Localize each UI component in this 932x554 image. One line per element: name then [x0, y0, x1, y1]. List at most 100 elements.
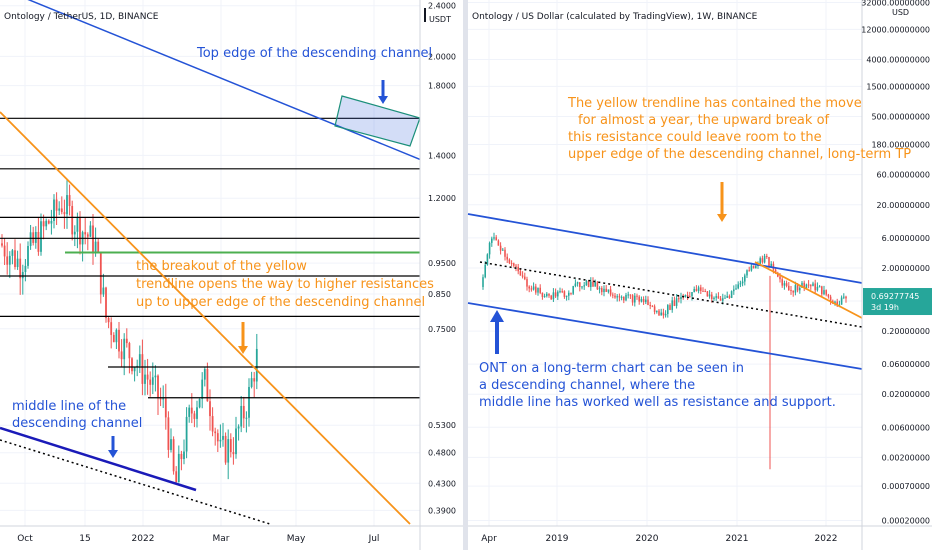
right-candle-body	[528, 286, 530, 289]
left-candle-body	[3, 245, 6, 257]
left-scale-marker	[424, 8, 426, 22]
right-y-tick-14: 0.00600000	[882, 423, 930, 432]
right-candle-body	[669, 305, 671, 310]
right-candle-body	[579, 282, 581, 287]
left-candle-body	[118, 329, 120, 352]
left-candle-body	[71, 206, 74, 235]
right-candle-body	[623, 296, 625, 301]
left-candle-body	[151, 377, 154, 385]
right-candle-body	[554, 292, 557, 297]
right-candle-body	[814, 283, 816, 291]
left-candle-body	[172, 439, 175, 472]
left-candle-body	[16, 258, 19, 268]
left-candle-body	[66, 195, 68, 215]
right-candle-body	[592, 281, 594, 287]
left-candle-body	[123, 338, 126, 360]
left-y-tick-6: 0.850	[428, 290, 451, 299]
right-candle-body	[825, 290, 827, 295]
right-candle-body	[614, 295, 616, 298]
left-arrow-middle-head	[108, 450, 118, 458]
right-candle-body	[541, 292, 544, 297]
left-candle-body	[53, 199, 55, 221]
right-y-tick-6: 60.00000000	[877, 171, 930, 180]
right-candle-body	[629, 294, 632, 296]
left-candle-body	[120, 351, 123, 360]
right-candle-body	[572, 286, 574, 294]
left-candle-body	[144, 374, 146, 384]
left-x-tick-3: Mar	[213, 534, 230, 544]
right-candle-body	[587, 281, 590, 288]
right-candle-body	[649, 305, 651, 307]
right-candle-body	[634, 295, 636, 303]
left-x-tick-1: 15	[79, 534, 90, 544]
right-candle-body	[719, 298, 722, 301]
right-candle-body	[796, 285, 799, 291]
right-candle-body	[706, 291, 709, 297]
left-trendlines	[0, 0, 421, 525]
right-y-tick-15: 0.00200000	[882, 453, 930, 462]
right-y-tick-8: 6.00000000	[882, 234, 930, 243]
right-candle-body	[638, 296, 640, 302]
right-y-tick-1: 12000.00000000	[861, 25, 930, 34]
right-y-tick-0: 32000.00000000	[861, 0, 930, 7]
left-arrow-top-edge-head	[378, 96, 388, 104]
left-candle-body	[227, 439, 230, 463]
right-candle-body	[827, 294, 830, 297]
right-candle-body	[801, 282, 803, 288]
left-candle-body	[115, 329, 118, 343]
right-candle-body	[660, 312, 662, 316]
right-candle-body	[581, 286, 583, 288]
left-y-tick-1: 2.0000	[428, 52, 456, 61]
left-candle-body	[206, 369, 209, 402]
left-candle-body	[131, 358, 133, 372]
right-y-tick-9: 2.00000000	[882, 264, 930, 273]
left-candle-body	[21, 271, 24, 279]
right-candle-body	[552, 292, 555, 300]
right-currency-label: USD	[892, 8, 909, 17]
right-candle-body	[836, 301, 838, 305]
left-candle-body	[209, 401, 211, 417]
left-x-tick-4: May	[287, 534, 306, 544]
left-candle-body	[167, 417, 170, 450]
left-candle-body	[128, 343, 131, 359]
left-candle-body	[94, 241, 97, 253]
right-candle-body	[642, 299, 645, 303]
left-candle-body	[250, 378, 253, 387]
right-candle-body	[636, 295, 638, 297]
left-candle-body	[183, 451, 185, 460]
left-candle-body	[102, 287, 105, 295]
left-y-tick-11: 0.3900	[428, 506, 456, 515]
right-y-tick-5: 180.00000000	[871, 141, 930, 150]
right-candle-body	[491, 238, 493, 243]
right-candle-body	[671, 300, 673, 310]
right-chart-title: Ontology / US Dollar (calculated by Trad…	[472, 12, 758, 22]
left-grid	[0, 0, 420, 526]
left-candle-body	[240, 405, 243, 427]
left-candle-body	[58, 208, 61, 211]
right-candle-body	[548, 293, 550, 296]
left-candle-body	[188, 407, 191, 417]
right-candle-body	[488, 242, 491, 255]
left-candle-body	[47, 220, 50, 224]
right-candle-body	[737, 284, 739, 289]
left-candle-body	[201, 379, 204, 399]
left-candle-body	[107, 318, 110, 323]
right-candle-body	[640, 299, 643, 302]
left-price-axis: 2.4000 2.0000 1.8000 1.4000 1.2000 0.9500 0.85…	[419, 0, 463, 550]
right-candle-body	[741, 281, 744, 284]
right-candle-body	[680, 296, 682, 299]
right-candle-body	[695, 288, 698, 292]
right-candle-body	[620, 296, 623, 298]
right-candle-body	[664, 314, 667, 316]
right-x-tick-3: 2021	[726, 534, 749, 544]
right-candle-body	[535, 286, 537, 293]
right-candle-body	[812, 283, 814, 286]
right-candle-body	[816, 286, 819, 291]
right-candle-body	[821, 286, 823, 295]
right-candle-body	[605, 288, 607, 292]
left-y-tick-5: 0.9500	[428, 259, 456, 268]
right-candle-body	[504, 249, 506, 257]
right-candle-body	[565, 295, 568, 297]
yellow-text-2: for almost a year, the upward break of	[578, 113, 830, 128]
left-candle-body	[237, 426, 240, 429]
